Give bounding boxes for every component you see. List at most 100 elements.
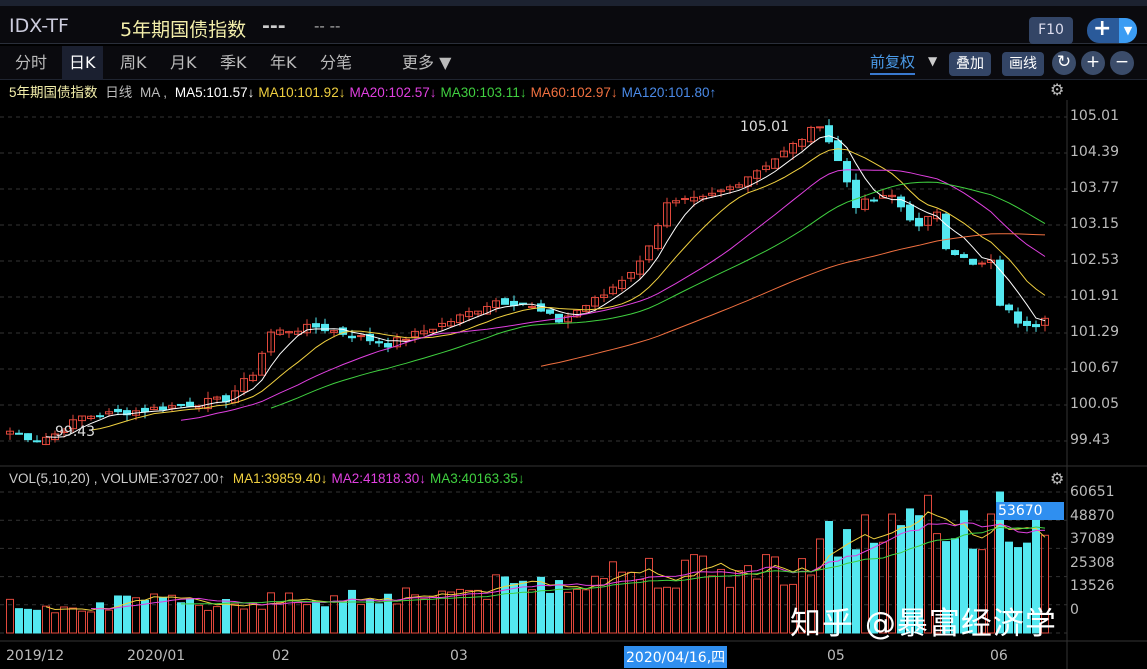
tab-ticks[interactable]: 分笔: [320, 53, 353, 72]
volume-bar: [933, 533, 941, 634]
candle: [582, 305, 590, 312]
volume-bar: [1023, 542, 1031, 634]
tab-daily[interactable]: 日K: [62, 46, 103, 80]
candle: [177, 403, 185, 406]
volume-bar: [204, 609, 212, 634]
gear-icon[interactable]: ⚙: [1050, 80, 1065, 99]
volume-ma-item: MA1:39859.40↓: [232, 471, 328, 486]
candle: [969, 258, 977, 265]
candle: [834, 140, 842, 162]
zoom-in-icon[interactable]: +: [1081, 51, 1105, 75]
gear-icon[interactable]: ⚙: [1050, 469, 1065, 488]
candle: [258, 352, 266, 376]
date-label: 02: [272, 648, 290, 664]
draw-line-button[interactable]: 画线: [1002, 52, 1044, 76]
volume-bar: [600, 578, 608, 634]
candle: [348, 335, 356, 339]
price-tick: 104.39: [1070, 144, 1119, 160]
candle: [1023, 320, 1031, 326]
add-dropdown-button[interactable]: + ▼: [1087, 18, 1137, 43]
tab-yearly[interactable]: 年K: [270, 53, 297, 72]
overlay-button[interactable]: 叠加: [949, 52, 991, 76]
price-tick: 101.29: [1070, 324, 1119, 340]
tab-monthly[interactable]: 月K: [170, 53, 197, 72]
volume-legend: VOL(5,10,20) , VOLUME:37027.00↑ MA1:3985…: [9, 471, 533, 486]
zoom-out-icon[interactable]: −: [1110, 51, 1134, 75]
volume-bar: [276, 602, 284, 634]
candle: [735, 184, 743, 188]
refresh-icon[interactable]: ↻: [1052, 51, 1076, 75]
price-tick: 101.91: [1070, 288, 1119, 304]
candle: [996, 259, 1004, 306]
volume-bar: [258, 608, 266, 634]
candle: [105, 411, 113, 415]
volume-bar: [663, 586, 671, 634]
title-bar: IDX-TF 5年期国债指数 --- -- -- F10 + ▼: [0, 0, 1147, 44]
volume-bar: [33, 609, 41, 634]
tab-quarterly[interactable]: 季K: [220, 53, 247, 72]
chevron-down-icon[interactable]: ▼: [1119, 18, 1137, 43]
volume-tick: 25308: [1070, 554, 1115, 571]
candle: [330, 330, 338, 333]
volume-bar: [96, 602, 104, 634]
date-label: 2019/12: [6, 648, 65, 664]
volume-bar: [87, 611, 95, 634]
volume-bar: [141, 599, 149, 634]
volume-bar: [195, 604, 203, 634]
price-tick: 100.67: [1070, 360, 1119, 376]
ma20-line: [180, 169, 1046, 421]
candle: [186, 401, 194, 407]
candle: [483, 305, 491, 315]
price: ---: [262, 15, 286, 37]
candle: [717, 189, 725, 193]
candle: [663, 202, 671, 227]
volume-bar: [573, 588, 581, 634]
candle: [267, 331, 275, 353]
candle: [942, 213, 950, 250]
volume-bar: [609, 561, 617, 634]
candle: [213, 396, 221, 400]
candle: [906, 204, 914, 221]
candle: [1005, 304, 1013, 311]
tab-weekly[interactable]: 周K: [120, 53, 147, 72]
more-dropdown[interactable]: 更多 ▼: [402, 53, 452, 72]
volume-bar: [753, 578, 761, 634]
volume-bar: [393, 603, 401, 634]
volume-bar: [744, 565, 752, 634]
volume-bar: [537, 576, 545, 634]
candle: [645, 245, 653, 261]
date-label: 05: [827, 648, 845, 664]
volume-bar: [735, 570, 743, 634]
volume-bar: [213, 606, 221, 634]
price-tick: 102.53: [1070, 252, 1119, 268]
adjust-select[interactable]: 前复权: [870, 51, 916, 75]
volume-bar: [330, 595, 338, 634]
low-label: 99.43: [55, 424, 96, 440]
candle: [303, 323, 311, 334]
period-tabs: 分时 日K 周K 月K 季K 年K 分笔 更多 ▼ 前复权 ▼ 叠加 画线 ↻ …: [0, 46, 1147, 80]
candle: [609, 286, 617, 295]
volume-bar: [249, 602, 257, 634]
volume-bar: [168, 594, 176, 634]
volume-bar: [915, 515, 923, 634]
candle: [402, 338, 410, 341]
volume-bar: [447, 591, 455, 634]
candle: [897, 196, 905, 208]
tab-intraday[interactable]: 分时: [15, 53, 48, 72]
candle: [456, 314, 464, 324]
volume-bar: [294, 602, 302, 634]
legend-ma-item: MA10:101.92↓: [258, 85, 346, 100]
volume-bar: [852, 549, 860, 634]
f10-button[interactable]: F10: [1029, 17, 1073, 44]
candle: [465, 311, 473, 318]
volume-bar: [285, 592, 293, 634]
volume-bar: [564, 591, 572, 634]
volume-bar: [843, 529, 851, 634]
volume-crosshair-value: 53670: [996, 502, 1064, 520]
candle: [573, 309, 581, 318]
volume-bar: [528, 589, 536, 634]
chevron-down-icon[interactable]: ▼: [928, 54, 938, 68]
legend-ma-item: MA20:102.57↓: [349, 85, 437, 100]
legend-ma-item: MA5:101.57↓: [174, 85, 255, 100]
